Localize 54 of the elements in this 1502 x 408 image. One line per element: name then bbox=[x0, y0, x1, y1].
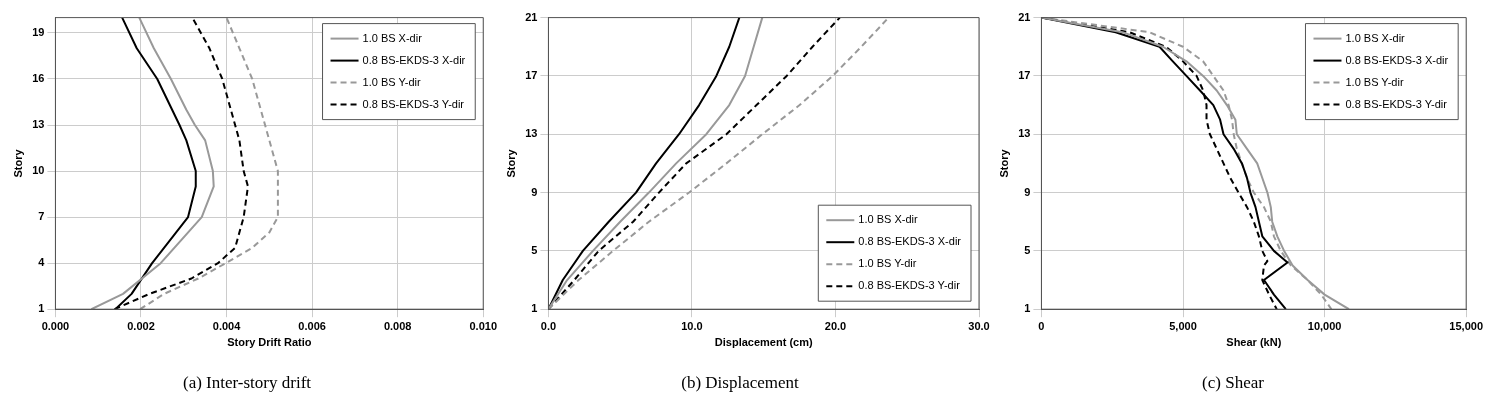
y-tick-label: 13 bbox=[525, 127, 538, 140]
x-tick-label: 10,000 bbox=[1307, 319, 1342, 332]
x-tick-label: 10.0 bbox=[681, 319, 703, 332]
legend-label: 0.8 BS-EKDS-3 X-dir bbox=[858, 235, 962, 248]
x-axis-title: Story Drift Ratio bbox=[227, 336, 312, 349]
y-tick-label: 21 bbox=[1018, 10, 1031, 23]
y-axis-title: Story bbox=[504, 148, 517, 178]
legend-label: 1.0 BS X-dir bbox=[362, 31, 423, 44]
y-tick-label: 5 bbox=[531, 243, 538, 256]
legend-label: 1.0 BS Y-dir bbox=[858, 257, 917, 270]
y-tick-label: 1 bbox=[531, 302, 538, 315]
x-tick-label: 0 bbox=[1038, 319, 1045, 332]
legend-label: 1.0 BS Y-dir bbox=[362, 75, 421, 88]
legend-label: 0.8 BS-EKDS-3 X-dir bbox=[362, 53, 466, 66]
legend-label: 0.8 BS-EKDS-3 Y-dir bbox=[1345, 97, 1448, 110]
x-axis-title: Displacement (cm) bbox=[714, 336, 813, 349]
legend-label: 0.8 BS-EKDS-3 Y-dir bbox=[362, 97, 465, 110]
x-tick-label: 0.004 bbox=[212, 319, 242, 332]
x-tick-label: 0.0 bbox=[540, 319, 557, 332]
y-tick-label: 9 bbox=[531, 185, 538, 198]
x-tick-label: 0.002 bbox=[127, 319, 155, 332]
y-tick-label: 4 bbox=[38, 256, 46, 269]
y-tick-label: 9 bbox=[1024, 185, 1031, 198]
text: (a) Inter-story drift bbox=[182, 373, 312, 393]
y-tick-label: 1 bbox=[38, 302, 45, 315]
x-tick-label: 5,000 bbox=[1169, 319, 1197, 332]
legend-label: 0.8 BS-EKDS-3 Y-dir bbox=[858, 279, 961, 292]
x-tick-label: 0.006 bbox=[298, 319, 326, 332]
x-tick-label: 15,000 bbox=[1449, 319, 1484, 332]
y-tick-label: 5 bbox=[1024, 243, 1031, 256]
text: (c) Shear bbox=[1202, 373, 1265, 393]
y-tick-label: 16 bbox=[32, 72, 45, 85]
x-tick-label: 0.008 bbox=[383, 319, 412, 332]
y-axis-title: Story bbox=[997, 148, 1010, 178]
legend-label: 1.0 BS Y-dir bbox=[1345, 75, 1404, 88]
y-tick-label: 19 bbox=[32, 25, 45, 38]
x-tick-label: 0.000 bbox=[41, 319, 70, 332]
y-tick-label: 13 bbox=[32, 118, 45, 131]
legend-label: 1.0 BS X-dir bbox=[1345, 31, 1406, 44]
y-tick-label: 1 bbox=[1024, 302, 1031, 315]
y-tick-label: 10 bbox=[32, 164, 45, 177]
y-tick-label: 7 bbox=[38, 210, 45, 223]
y-tick-label: 17 bbox=[1018, 68, 1031, 81]
legend-label: 0.8 BS-EKDS-3 X-dir bbox=[1345, 53, 1449, 66]
x-tick-label: 20.0 bbox=[824, 319, 847, 332]
x-tick-label: 30.0 bbox=[968, 319, 990, 332]
y-tick-label: 13 bbox=[1018, 127, 1031, 140]
x-tick-label: 0.010 bbox=[469, 319, 497, 332]
y-tick-label: 17 bbox=[525, 68, 538, 81]
y-tick-label: 21 bbox=[525, 10, 538, 23]
legend-label: 1.0 BS X-dir bbox=[858, 213, 918, 226]
y-axis-title: Story bbox=[11, 148, 24, 178]
text: (b) Displacement bbox=[681, 373, 800, 393]
x-axis-title: Shear (kN) bbox=[1226, 336, 1282, 349]
